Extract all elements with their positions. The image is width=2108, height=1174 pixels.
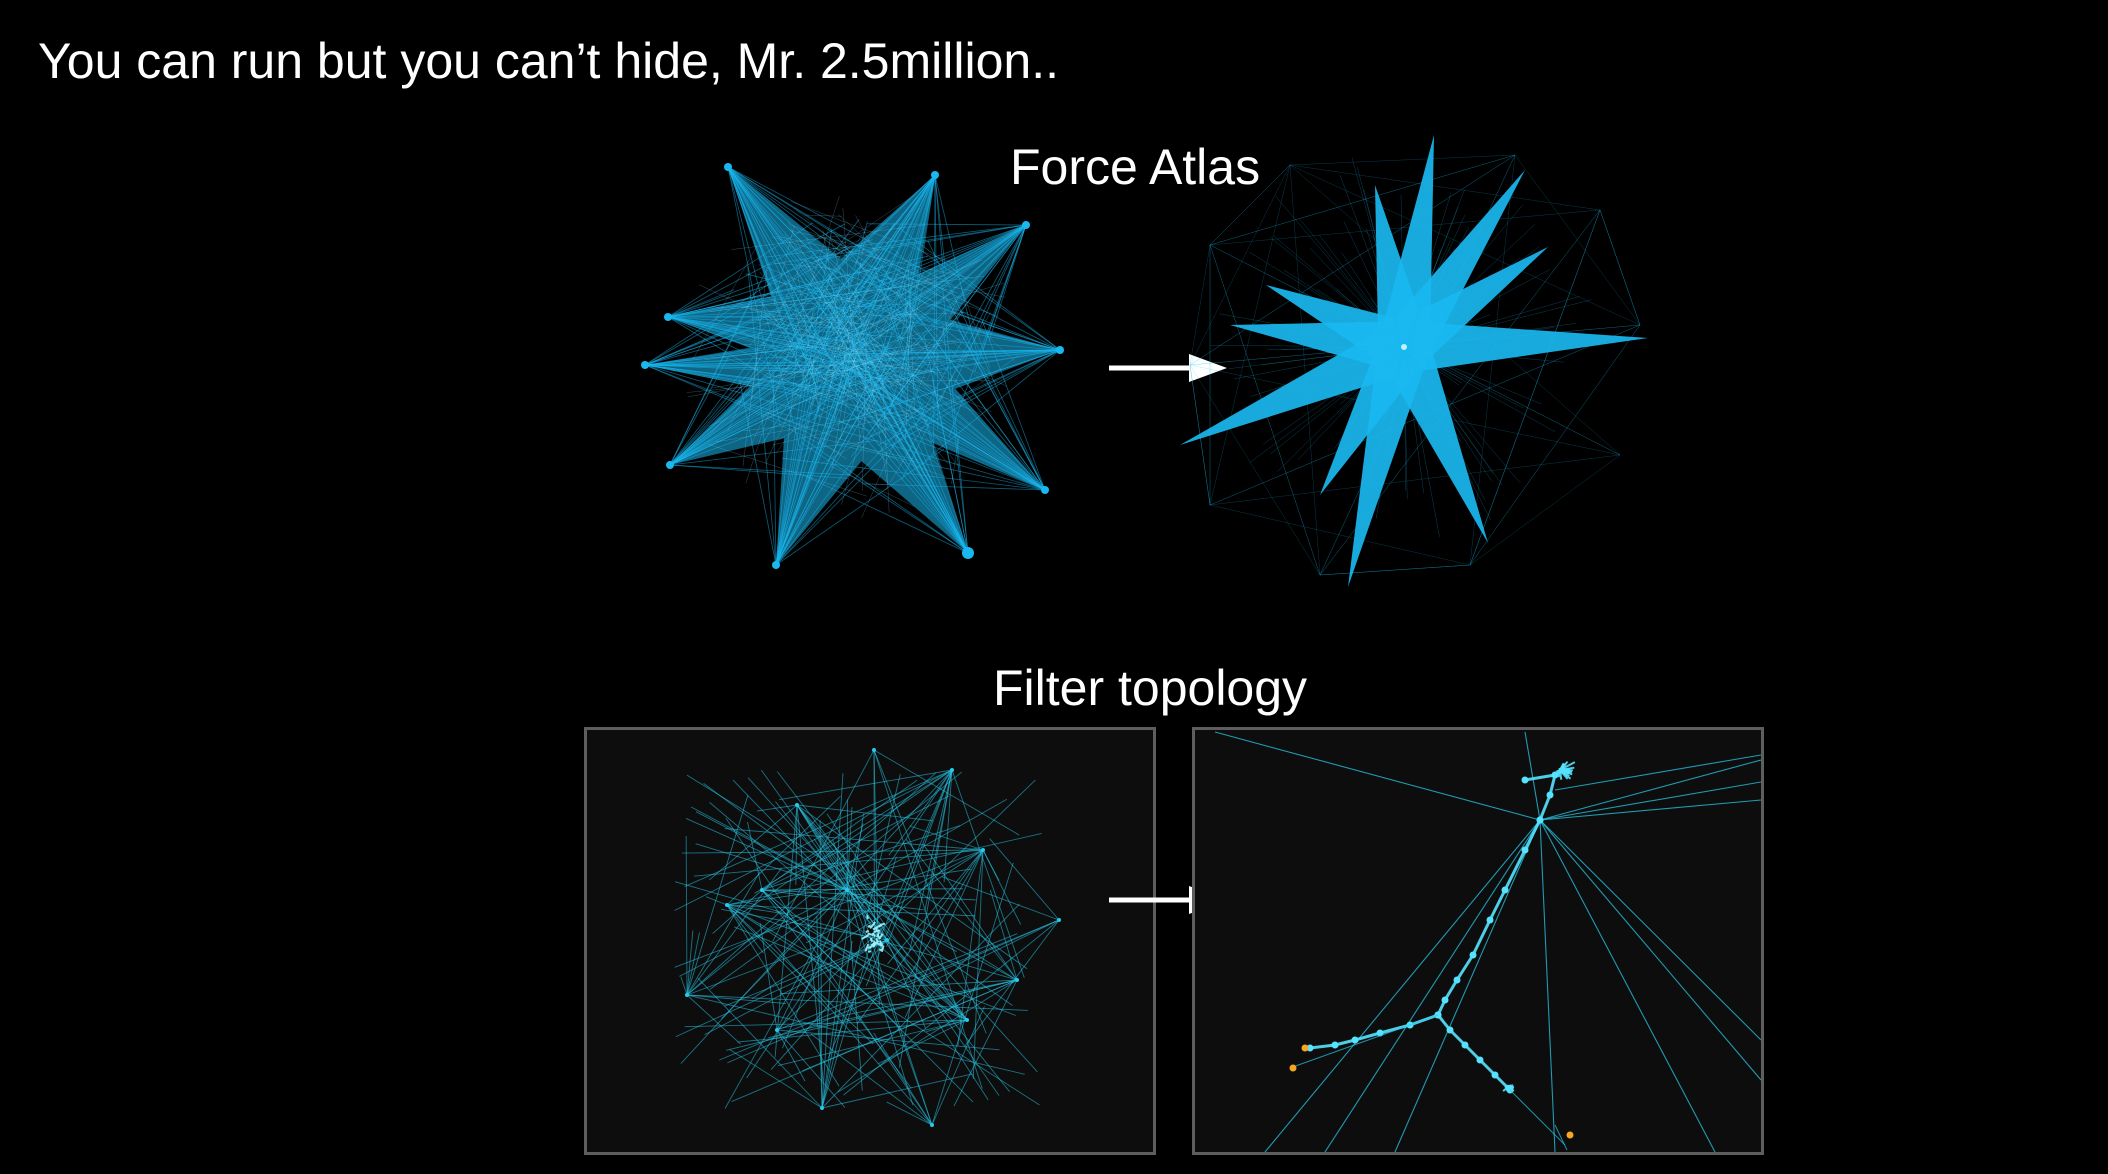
graph-node <box>685 993 689 997</box>
slide-title: You can run but you can’t hide, Mr. 2.5m… <box>38 33 1059 89</box>
graph-node <box>666 461 674 469</box>
graph-node <box>775 1028 779 1032</box>
graph-node <box>1469 951 1477 959</box>
graph-node <box>950 768 954 772</box>
graph-node <box>845 888 849 892</box>
graph-node-highlight <box>1289 1064 1297 1072</box>
graph-node <box>885 938 889 942</box>
graph-node <box>1015 978 1019 982</box>
graph-node-highlight <box>1566 1131 1574 1139</box>
graph-node <box>872 748 876 752</box>
filter-topology-label: Filter topology <box>993 660 1308 716</box>
force-atlas-label: Force Atlas <box>1010 139 1261 195</box>
graph-node <box>1546 791 1554 799</box>
graph-node <box>1022 221 1030 229</box>
graph-node <box>1536 816 1544 824</box>
network-graph-before-force-atlas <box>641 163 1064 569</box>
graph-node-highlight <box>1301 1044 1309 1052</box>
graph-node <box>724 163 732 171</box>
graph-node <box>820 1106 824 1110</box>
graph-node <box>1476 1056 1484 1064</box>
network-graph-before-filter <box>674 748 1061 1127</box>
graph-node <box>1056 346 1064 354</box>
graph-node <box>1486 916 1494 924</box>
graph-node <box>981 848 985 852</box>
graph-node <box>664 313 672 321</box>
graph-node <box>1453 976 1461 984</box>
graph-node <box>1461 1041 1469 1049</box>
graph-node <box>962 547 974 559</box>
network-graph-after-force-atlas <box>1180 135 1648 587</box>
graph-node <box>1057 918 1061 922</box>
graph-node <box>931 171 939 179</box>
graph-node <box>772 561 780 569</box>
graph-node <box>1351 1036 1359 1044</box>
graph-node <box>930 1123 934 1127</box>
graph-node <box>1446 1026 1454 1034</box>
graph-node <box>1521 776 1529 784</box>
graph-node <box>795 803 799 807</box>
graph-node <box>1491 1071 1499 1079</box>
right-arrow-icon <box>1109 354 1227 382</box>
topology-panel-after <box>1192 727 1764 1155</box>
graph-node <box>1501 886 1509 894</box>
graph-node <box>1306 1044 1314 1052</box>
topology-panel-before <box>584 727 1156 1155</box>
graph-node <box>641 361 649 369</box>
graph-node <box>1331 1041 1339 1049</box>
graph-node <box>1401 344 1407 350</box>
network-graph-after-filter <box>1214 731 1761 1152</box>
graph-node <box>760 888 764 892</box>
graph-node <box>965 1018 969 1022</box>
graph-node <box>1521 846 1529 854</box>
graph-node <box>1041 486 1049 494</box>
graph-node <box>725 903 729 907</box>
graph-node <box>1441 996 1449 1004</box>
